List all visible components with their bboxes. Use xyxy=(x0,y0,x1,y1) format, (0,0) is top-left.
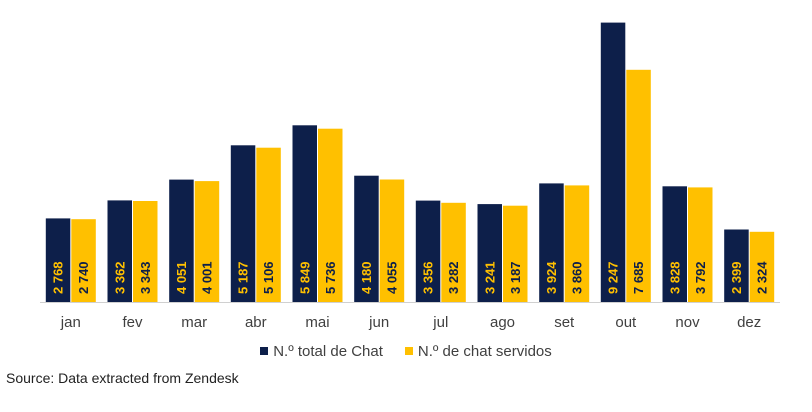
data-label-total-mar: 4 051 xyxy=(174,261,189,294)
data-label-total-mai: 5 849 xyxy=(297,261,312,294)
data-label-total-fev: 3 362 xyxy=(112,261,127,294)
bar-total-nov xyxy=(662,186,687,302)
data-label-total-jun: 4 180 xyxy=(359,261,374,294)
data-label-served-set: 3 860 xyxy=(569,261,584,294)
data-label-served-jul: 3 282 xyxy=(446,261,461,294)
data-label-served-mar: 4 001 xyxy=(199,261,214,294)
x-tick-fev: fev xyxy=(122,314,143,331)
bar-total-abr xyxy=(230,145,256,302)
legend-swatch-total xyxy=(260,347,269,355)
data-label-served-dez: 2 324 xyxy=(754,261,769,294)
bar-total-out xyxy=(600,22,626,302)
bar-served-jun xyxy=(379,179,405,302)
bar-total-dez xyxy=(724,229,749,302)
bar-served-abr xyxy=(256,147,281,302)
bar-served-jul xyxy=(441,202,466,302)
x-tick-abr: abr xyxy=(245,314,267,331)
data-label-served-out: 7 685 xyxy=(631,261,646,294)
x-tick-jun: jun xyxy=(368,314,389,331)
bar-total-mai xyxy=(292,125,317,302)
bar-total-jun xyxy=(354,175,379,302)
data-label-total-jul: 3 356 xyxy=(421,261,436,294)
bar-served-jan xyxy=(71,219,96,302)
bar-served-mai xyxy=(318,128,343,302)
bar-served-nov xyxy=(688,187,713,302)
x-tick-dez: dez xyxy=(737,314,761,331)
data-label-served-jun: 4 055 xyxy=(384,261,399,294)
bar-total-set xyxy=(539,183,564,302)
x-tick-out: out xyxy=(615,314,637,331)
legend-label-total: N.º total de Chat xyxy=(273,342,383,360)
data-label-total-out: 9 247 xyxy=(606,261,621,294)
data-label-total-nov: 3 828 xyxy=(667,261,682,294)
x-tick-set: set xyxy=(554,314,575,331)
legend-swatch-served xyxy=(404,347,413,355)
legend-label-served: N.º de chat servidos xyxy=(417,342,552,360)
bars-layer xyxy=(45,22,775,302)
bar-total-ago xyxy=(477,204,502,302)
legend-item-served: N.º de chat servidos xyxy=(404,342,552,360)
bar-total-jul xyxy=(415,200,441,302)
x-tick-jul: jul xyxy=(432,314,448,331)
x-tick-mai: mai xyxy=(305,314,329,331)
data-label-served-nov: 3 792 xyxy=(693,261,708,294)
x-tick-labels: jan fev mar abr mai jun jul ago set out nov dez xyxy=(60,314,762,331)
bar-served-set xyxy=(564,185,590,302)
data-label-served-ago: 3 187 xyxy=(508,261,523,294)
bar-served-mar xyxy=(194,181,220,302)
x-tick-ago: ago xyxy=(490,314,515,331)
legend-item-total: N.º total de Chat xyxy=(260,343,383,360)
bar-total-mar xyxy=(169,179,194,302)
data-label-served-jan: 2 740 xyxy=(76,261,91,294)
data-labels-layer: 2 768 2 740 3 362 3 343 4 051 4 001 5 187 5 106… xyxy=(51,261,770,294)
bar-served-fev xyxy=(133,201,158,302)
x-tick-nov: nov xyxy=(675,314,700,331)
bar-total-fev xyxy=(107,200,132,302)
data-label-served-mai: 5 736 xyxy=(323,261,338,294)
bar-served-out xyxy=(626,69,651,302)
bar-served-dez xyxy=(749,231,775,302)
data-label-total-set: 3 924 xyxy=(544,261,559,294)
data-label-total-dez: 2 399 xyxy=(729,261,744,294)
bar-served-ago xyxy=(503,205,528,302)
data-label-total-abr: 5 187 xyxy=(236,261,251,294)
data-label-total-ago: 3 241 xyxy=(482,261,497,294)
data-label-served-abr: 5 106 xyxy=(261,261,276,294)
bar-chart: 2 768 2 740 3 362 3 343 4 051 4 001 5 187 5 106… xyxy=(40,22,780,331)
x-tick-jan: jan xyxy=(60,314,81,331)
data-label-served-fev: 3 343 xyxy=(138,261,153,294)
bar-total-jan xyxy=(45,218,71,302)
x-tick-mar: mar xyxy=(181,314,207,331)
source-note: Source: Data extracted from Zendesk xyxy=(6,370,239,386)
data-label-total-jan: 2 768 xyxy=(51,261,66,294)
legend: N.º total de Chat N.º de chat servidos xyxy=(0,340,812,362)
